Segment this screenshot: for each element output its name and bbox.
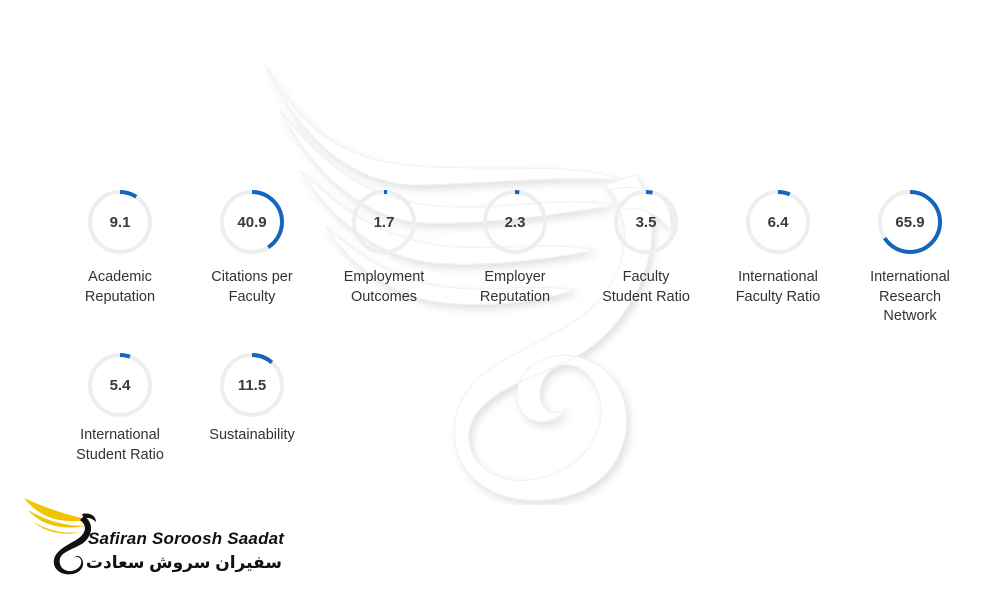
winged-swan-logo-icon <box>24 498 96 575</box>
label-line: Network <box>883 308 937 324</box>
score-value: 40.9 <box>237 213 267 231</box>
score-ring: 6.4 <box>743 187 813 257</box>
score-ring: 11.5 <box>217 350 287 420</box>
metric-label: Academic Reputation <box>45 268 195 307</box>
score-ring-chart <box>88 353 152 417</box>
ring-progress <box>220 353 284 417</box>
score-ring: 2.3 <box>480 187 550 257</box>
metric-label: International Student Ratio <box>45 426 195 465</box>
ring-progress <box>220 190 284 254</box>
score-value: 3.5 <box>635 213 657 231</box>
ring-progress <box>878 190 942 254</box>
score-ring-chart <box>746 190 810 254</box>
score-ring-chart <box>878 190 942 254</box>
score-ring-chart <box>220 190 284 254</box>
score-ring-chart <box>88 190 152 254</box>
score-ring-chart <box>220 353 284 417</box>
label-line: International <box>870 269 950 285</box>
metric-label: Sustainability <box>177 426 327 446</box>
label-line: Faculty Ratio <box>735 288 821 305</box>
ring-progress <box>352 190 416 254</box>
label-line: Outcomes <box>350 288 418 305</box>
label-line: Faculty <box>622 269 670 285</box>
score-value: 65.9 <box>895 213 925 231</box>
ring-progress <box>88 353 152 417</box>
brand-name-fa: سفیران سروش سعادت <box>85 553 282 572</box>
swan-watermark-icon <box>264 64 672 501</box>
label-line: Reputation <box>479 288 551 305</box>
score-ring: 40.9 <box>217 187 287 257</box>
label-line: International <box>80 427 160 443</box>
label-line: Reputation <box>84 288 156 305</box>
score-value: 2.3 <box>504 213 526 231</box>
metric-label: International Research Network <box>835 268 985 327</box>
label-line: Academic <box>88 269 152 285</box>
score-ring: 3.5 <box>611 187 681 257</box>
label-line: Research <box>878 288 942 305</box>
label-line: Faculty <box>228 288 276 305</box>
ring-progress <box>746 190 810 254</box>
ring-progress <box>614 190 678 254</box>
label-line: International <box>738 269 818 285</box>
label-line: Student Ratio <box>76 446 164 463</box>
score-value: 11.5 <box>237 376 267 394</box>
ring-progress <box>483 190 547 254</box>
brand-logo: Safiran Soroosh Saadat سفیران سروش سعادت <box>20 490 320 580</box>
label-line: Sustainability <box>209 427 295 443</box>
score-ring: 1.7 <box>349 187 419 257</box>
label-line: Citations per <box>211 269 293 285</box>
score-ring: 9.1 <box>85 187 155 257</box>
metric-label: International Faculty Ratio <box>703 268 853 307</box>
brand-name-en: Safiran Soroosh Saadat <box>88 529 285 548</box>
score-ring: 5.4 <box>85 350 155 420</box>
score-ring-chart <box>352 190 416 254</box>
score-value: 5.4 <box>109 376 131 394</box>
label-line: Employment <box>343 269 425 285</box>
metric-label: Citations per Faculty <box>177 268 327 307</box>
metric-label: Employment Outcomes <box>309 268 459 307</box>
label-line: Student Ratio <box>602 288 690 305</box>
label-line: Employer <box>484 269 546 285</box>
metric-label: Employer Reputation <box>440 268 590 307</box>
score-value: 9.1 <box>109 213 131 231</box>
metric-label: Faculty Student Ratio <box>571 268 721 307</box>
score-value: 1.7 <box>373 213 395 231</box>
score-ring-chart <box>483 190 547 254</box>
score-ring-chart <box>614 190 678 254</box>
score-ring: 65.9 <box>875 187 945 257</box>
score-value: 6.4 <box>767 213 789 231</box>
ring-progress <box>88 190 152 254</box>
